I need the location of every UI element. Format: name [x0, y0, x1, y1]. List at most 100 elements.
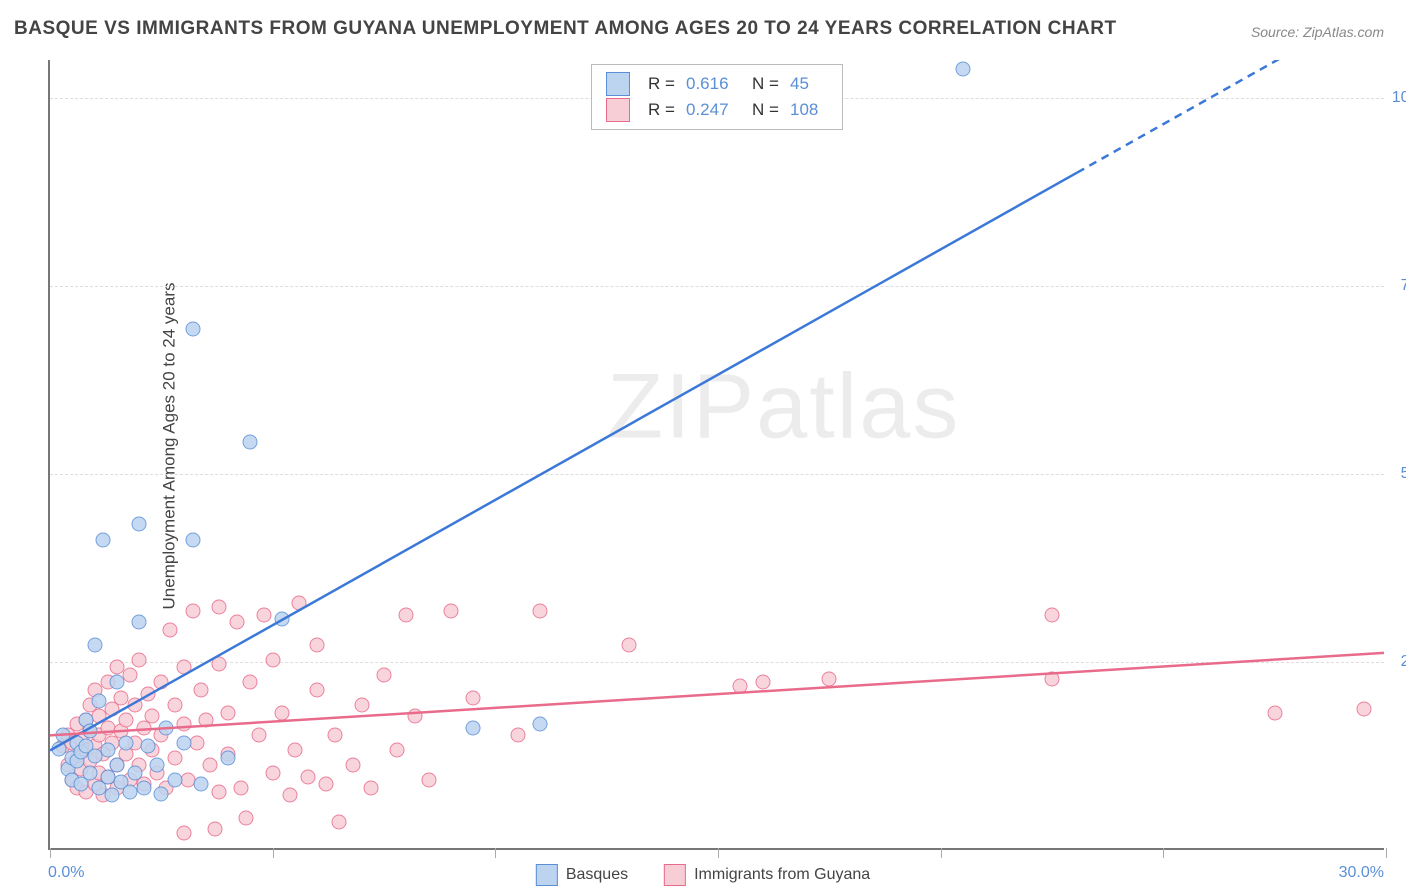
y-tick-label: 25.0% [1401, 653, 1406, 671]
scatter-point [1045, 607, 1060, 622]
scatter-point [755, 675, 770, 690]
x-tick [50, 848, 51, 858]
scatter-point [140, 739, 155, 754]
n-label: N = [752, 97, 780, 123]
scatter-point [443, 604, 458, 619]
scatter-point [252, 728, 267, 743]
watermark: ZIPatlas [607, 354, 960, 459]
x-tick [941, 848, 942, 858]
chart-container: BASQUE VS IMMIGRANTS FROM GUYANA UNEMPLO… [0, 0, 1406, 892]
scatter-point [118, 735, 133, 750]
legend-swatch [536, 864, 558, 886]
gridline-h [50, 474, 1384, 475]
scatter-point [167, 750, 182, 765]
scatter-point [466, 720, 481, 735]
scatter-point [1045, 671, 1060, 686]
scatter-point [310, 683, 325, 698]
scatter-point [198, 713, 213, 728]
scatter-point [207, 822, 222, 837]
scatter-point [83, 765, 98, 780]
scatter-point [421, 773, 436, 788]
scatter-point [167, 773, 182, 788]
stats-legend-box: R =0.616N =45R =0.247N =108 [591, 64, 843, 130]
scatter-point [212, 656, 227, 671]
legend-item: Basques [536, 864, 628, 886]
scatter-point [194, 683, 209, 698]
scatter-point [132, 517, 147, 532]
scatter-point [390, 743, 405, 758]
legend-label: Basques [566, 866, 628, 883]
source-label: Source: ZipAtlas.com [1251, 24, 1384, 40]
scatter-point [332, 814, 347, 829]
scatter-point [127, 765, 142, 780]
scatter-point [145, 709, 160, 724]
scatter-point [283, 788, 298, 803]
n-value: 45 [790, 71, 828, 97]
scatter-point [87, 637, 102, 652]
scatter-point [158, 720, 173, 735]
legend-swatch [606, 72, 630, 96]
scatter-point [176, 735, 191, 750]
legend-swatch [664, 864, 686, 886]
trend-lines [50, 60, 1384, 848]
scatter-point [256, 607, 271, 622]
scatter-point [363, 780, 378, 795]
scatter-point [310, 637, 325, 652]
scatter-point [163, 622, 178, 637]
scatter-point [221, 705, 236, 720]
scatter-point [399, 607, 414, 622]
scatter-point [265, 765, 280, 780]
scatter-point [109, 675, 124, 690]
legend-swatch [606, 98, 630, 122]
x-min-label: 0.0% [48, 864, 84, 882]
x-tick [495, 848, 496, 858]
gridline-h [50, 286, 1384, 287]
scatter-point [532, 716, 547, 731]
scatter-point [955, 62, 970, 77]
scatter-point [185, 532, 200, 547]
chart-title: BASQUE VS IMMIGRANTS FROM GUYANA UNEMPLO… [14, 18, 1117, 40]
scatter-point [109, 758, 124, 773]
scatter-point [127, 698, 142, 713]
scatter-point [822, 671, 837, 686]
scatter-point [212, 600, 227, 615]
scatter-point [132, 615, 147, 630]
scatter-point [194, 777, 209, 792]
scatter-point [105, 788, 120, 803]
n-value: 108 [790, 97, 828, 123]
scatter-point [274, 611, 289, 626]
scatter-point [100, 743, 115, 758]
scatter-point [212, 784, 227, 799]
scatter-point [230, 615, 245, 630]
scatter-point [1356, 701, 1371, 716]
stats-row: R =0.616N =45 [606, 71, 828, 97]
scatter-point [51, 741, 66, 756]
scatter-point [132, 652, 147, 667]
scatter-point [238, 810, 253, 825]
scatter-point [377, 667, 392, 682]
scatter-point [167, 698, 182, 713]
y-tick-label: 100.0% [1392, 89, 1406, 107]
scatter-point [621, 637, 636, 652]
scatter-point [243, 434, 258, 449]
scatter-point [292, 596, 307, 611]
x-max-label: 30.0% [1339, 864, 1384, 882]
y-tick-label: 50.0% [1401, 465, 1406, 483]
scatter-point [354, 698, 369, 713]
n-label: N = [752, 71, 780, 97]
scatter-point [154, 786, 169, 801]
legend-label: Immigrants from Guyana [694, 866, 870, 883]
r-value: 0.616 [686, 71, 742, 97]
scatter-point [510, 728, 525, 743]
legend-item: Immigrants from Guyana [664, 864, 870, 886]
scatter-point [328, 728, 343, 743]
scatter-point [301, 769, 316, 784]
scatter-point [91, 694, 106, 709]
scatter-point [154, 675, 169, 690]
x-tick [718, 848, 719, 858]
y-tick-label: 75.0% [1401, 277, 1406, 295]
stats-row: R =0.247N =108 [606, 97, 828, 123]
scatter-point [287, 743, 302, 758]
scatter-point [466, 690, 481, 705]
scatter-point [203, 758, 218, 773]
